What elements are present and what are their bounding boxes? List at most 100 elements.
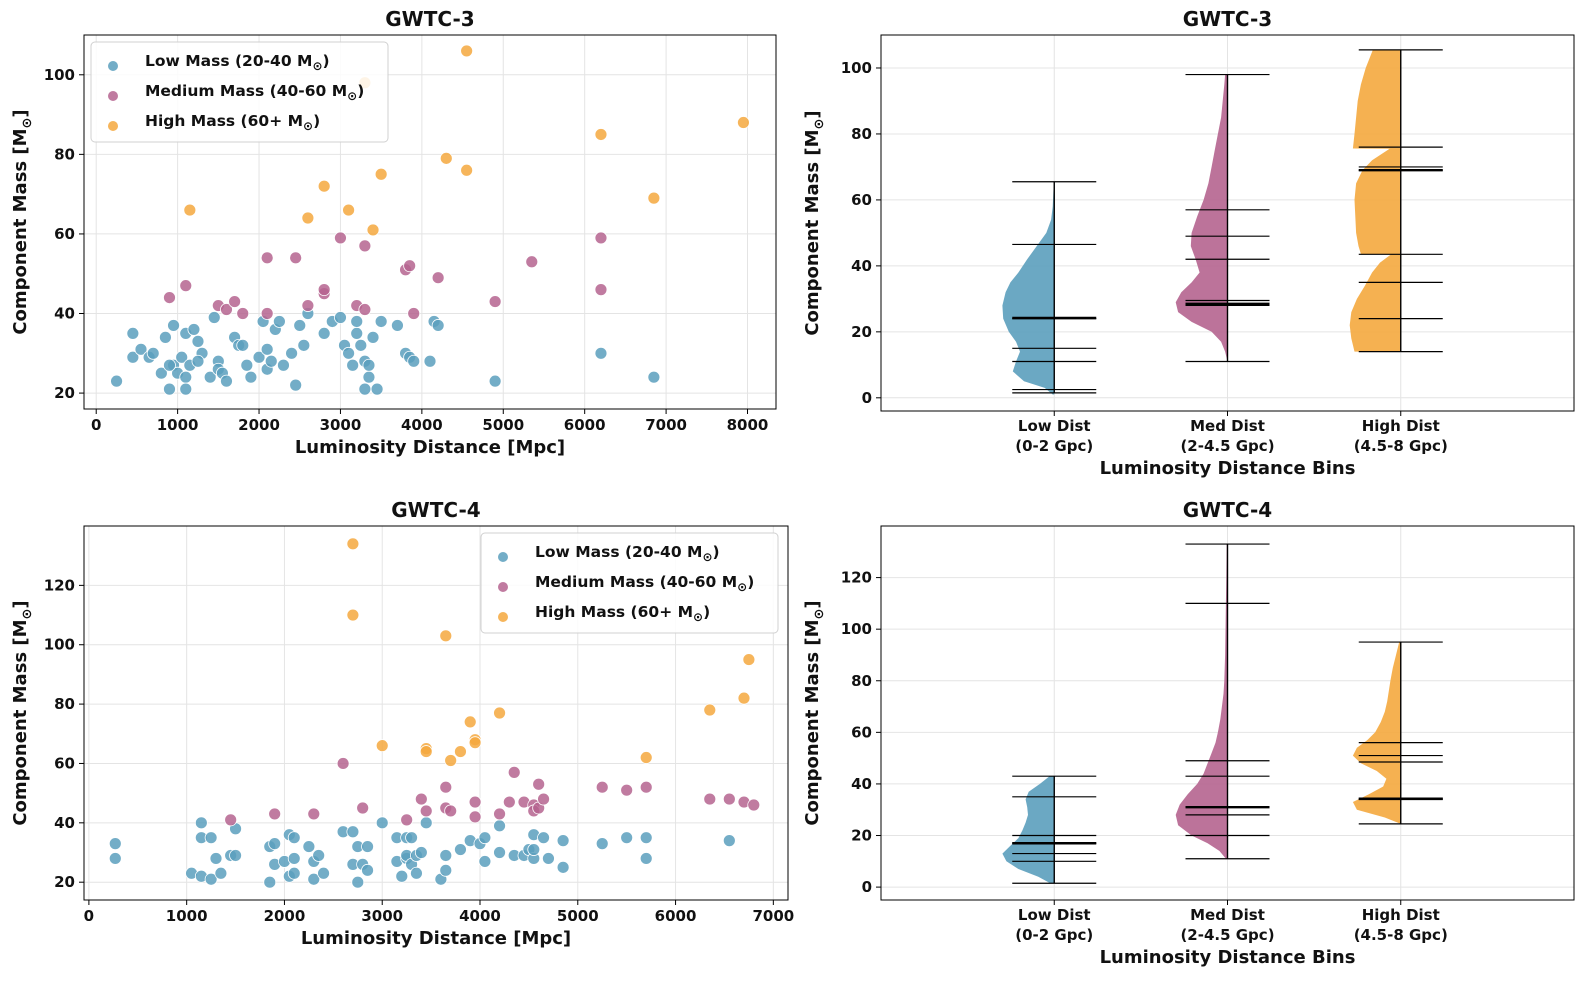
data-point-high [419, 745, 433, 758]
data-point-low [126, 327, 140, 340]
data-point-low [110, 374, 123, 388]
data-point-low [146, 346, 160, 360]
data-point-medium [595, 780, 609, 794]
data-point-low [154, 366, 168, 380]
data-point-high [444, 754, 458, 767]
legend-label: Low Mass (20-40 M⊙) [535, 543, 720, 564]
data-point-medium [507, 765, 521, 779]
x-tick-label: High Dist (4.5-8 Gpc) [1354, 906, 1448, 944]
x-tick-label: 5000 [482, 416, 524, 434]
x-tick-label: 1000 [157, 416, 199, 434]
y-tick-label: 80 [54, 145, 75, 163]
y-tick-label: 60 [54, 225, 75, 243]
data-point-low [268, 837, 282, 851]
data-point-medium [747, 798, 761, 812]
data-point-low [163, 382, 176, 396]
gwtc3-violin-panel: 0 20 40 60 80 100 Low Dist (0-2 Gpc) Med Dist (2-… [802, 7, 1575, 479]
violin-body-medium [1175, 74, 1228, 362]
data-point-low [478, 855, 492, 868]
data-point-medium [414, 792, 428, 806]
data-point-low [366, 330, 380, 344]
data-point-high [737, 116, 750, 129]
legend-marker-low [497, 551, 509, 563]
x-axis-label: Luminosity Distance Bins [1100, 947, 1356, 968]
data-point-low [272, 315, 286, 328]
data-point-high [183, 203, 197, 217]
y-axis-label: Component Mass [M⊙] [802, 110, 827, 335]
data-point-high [647, 191, 661, 205]
legend: Low Mass (20-40 M⊙) Medium Mass (40-60 M⊙… [90, 41, 389, 143]
data-point-low [647, 370, 661, 384]
data-point-low [537, 831, 550, 845]
data-point-low [439, 863, 453, 877]
data-point-low [639, 831, 653, 845]
data-point-low [556, 834, 570, 848]
data-point-medium [703, 792, 717, 806]
data-point-high [454, 745, 467, 758]
data-point-low [639, 852, 653, 865]
data-point-low [361, 840, 374, 853]
data-point-low [293, 319, 307, 332]
data-point-low [167, 319, 180, 332]
data-point-low [342, 346, 355, 360]
x-tick-label: Med Dist (2-4.5 Gpc) [1180, 417, 1274, 455]
data-point-low [287, 866, 301, 880]
data-point-high [375, 739, 389, 753]
x-tick-label: High Dist (4.5-8 Gpc) [1354, 417, 1448, 455]
data-point-medium [493, 807, 506, 821]
data-point-medium [431, 271, 445, 285]
data-point-medium [260, 251, 274, 265]
data-point-low [204, 872, 218, 886]
y-tick-label: 20 [54, 873, 75, 891]
data-point-low [346, 358, 360, 372]
y-tick-label: 0 [862, 389, 872, 407]
data-point-low [263, 875, 277, 889]
data-point-medium [525, 255, 539, 269]
x-tick-label: 3000 [361, 907, 403, 925]
data-point-high [493, 706, 506, 720]
y-tick-label: 40 [54, 305, 75, 323]
violin-body-low [1002, 181, 1055, 395]
legend-marker-medium [497, 581, 509, 593]
data-point-low [361, 863, 374, 877]
data-point-medium [439, 780, 453, 794]
data-point-low [264, 354, 278, 368]
data-point-medium [179, 279, 193, 293]
data-point-low [244, 370, 258, 384]
legend-label: Low Mass (20-40 M⊙) [145, 52, 330, 73]
data-point-low [207, 311, 221, 324]
y-tick-label: 40 [851, 775, 872, 793]
data-point-high [703, 703, 717, 717]
y-tick-label: 0 [862, 878, 872, 896]
data-point-low [370, 382, 384, 396]
y-tick-label: 60 [851, 723, 872, 741]
y-tick-label: 40 [54, 814, 75, 832]
data-point-low [620, 831, 634, 845]
x-tick-label: 8000 [727, 416, 769, 434]
y-tick-label: 100 [841, 59, 872, 77]
axes-frame [83, 525, 789, 901]
data-point-low [191, 354, 205, 368]
data-point-low [556, 860, 570, 874]
data-point-medium [468, 795, 482, 809]
x-tick-label: Low Dist (0-2 Gpc) [1015, 417, 1093, 455]
data-point-low [431, 319, 445, 332]
data-point-low [159, 330, 172, 344]
data-point-low [493, 819, 506, 833]
data-point-low [317, 327, 331, 340]
data-point-medium [468, 810, 482, 824]
data-point-low [350, 327, 364, 340]
data-point-low [191, 334, 205, 348]
data-point-low [108, 837, 122, 851]
x-tick-label: 7000 [645, 416, 687, 434]
data-point-low [289, 378, 303, 392]
data-point-low [419, 816, 433, 830]
y-tick-label: 20 [851, 323, 872, 341]
x-tick-label: Med Dist (2-4.5 Gpc) [1180, 906, 1274, 944]
data-point-low [493, 846, 506, 859]
data-point-medium [639, 780, 653, 794]
data-point-high [463, 715, 477, 729]
legend-marker-low [107, 60, 119, 72]
legend-label: Medium Mass (40-60 M⊙) [535, 573, 754, 594]
data-point-low [179, 370, 193, 384]
